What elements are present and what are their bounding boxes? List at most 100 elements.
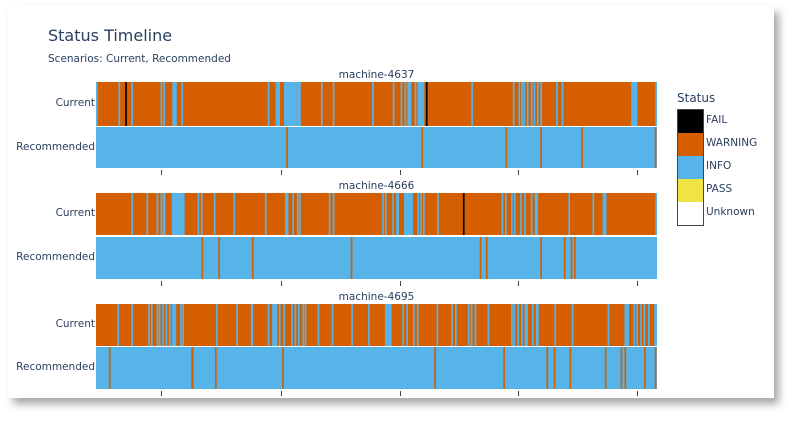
status-segment-warning xyxy=(350,237,353,279)
status-segment-info xyxy=(416,304,419,346)
x-tick xyxy=(161,170,163,175)
status-segment-warning xyxy=(553,347,556,389)
status-segment-info xyxy=(304,304,307,346)
status-segment-warning xyxy=(214,347,217,389)
status-segment-warning xyxy=(201,237,204,279)
status-segment-info xyxy=(501,193,504,235)
legend-label: INFO xyxy=(706,160,732,172)
status-segment-warning xyxy=(421,127,424,168)
legend-swatch-warning xyxy=(678,133,703,156)
status-segment-info xyxy=(406,304,408,346)
status-segment-info xyxy=(524,304,528,346)
status-segment-info xyxy=(285,193,289,235)
status-segment-info xyxy=(648,304,650,346)
timeline-row xyxy=(96,237,657,279)
status-segment-info xyxy=(654,304,657,346)
status-segment-info xyxy=(351,304,353,346)
status-segment-info xyxy=(275,82,281,126)
status-segment-warning xyxy=(503,347,505,389)
status-segment-info xyxy=(640,304,642,346)
status-segment-info xyxy=(412,304,415,346)
status-segment-info xyxy=(474,304,477,346)
x-tick xyxy=(517,391,519,396)
status-segment-info xyxy=(512,82,515,126)
status-segment-info xyxy=(267,304,270,346)
row-label: Current xyxy=(55,97,95,109)
status-segment-warning xyxy=(282,347,284,389)
status-segment-info xyxy=(526,82,529,126)
status-segment-info xyxy=(400,82,403,126)
status-segment-info xyxy=(417,193,420,235)
status-segment-info xyxy=(556,82,558,126)
status-segment-info xyxy=(384,193,387,235)
x-tick xyxy=(161,281,163,286)
status-base-segment xyxy=(96,193,657,235)
status-segment-info xyxy=(504,193,507,235)
status-segment-warning xyxy=(485,237,488,279)
status-segment-info xyxy=(455,304,457,346)
status-segment-warning xyxy=(540,127,542,168)
row-label: Recommended xyxy=(16,361,95,373)
status-segment-warning xyxy=(540,237,542,279)
status-base-segment xyxy=(96,82,657,126)
status-segment-info xyxy=(171,193,185,235)
status-segment-info xyxy=(131,193,134,235)
status-segment-warning xyxy=(573,237,576,279)
status-segment-info xyxy=(182,304,185,346)
status-segment-warning xyxy=(624,347,627,389)
status-segment-warning xyxy=(654,347,657,389)
x-tick xyxy=(517,170,519,175)
legend-label: PASS xyxy=(706,183,733,195)
panel-title: machine-4666 xyxy=(338,180,415,192)
status-segment-info xyxy=(511,193,513,235)
status-segment-warning xyxy=(546,347,549,389)
status-segment-info xyxy=(534,193,539,235)
status-segment-warning xyxy=(570,237,573,279)
status-segment-info xyxy=(536,82,539,126)
status-segment-info xyxy=(568,193,571,235)
status-segment-info xyxy=(467,304,470,346)
status-segment-warning xyxy=(563,237,566,279)
status-base-segment xyxy=(96,347,657,389)
status-segment-info xyxy=(172,82,177,126)
status-segment-info xyxy=(291,304,293,346)
status-segment-info xyxy=(264,193,267,235)
status-segment-warning xyxy=(620,347,623,389)
status-segment-info xyxy=(296,193,299,235)
row-label: Current xyxy=(55,207,95,219)
status-segment-info xyxy=(643,304,646,346)
status-segment-warning xyxy=(604,347,607,389)
status-segment-info xyxy=(267,82,270,126)
legend-label: FAIL xyxy=(706,114,728,126)
status-segment-warning xyxy=(218,237,220,279)
status-segment-info xyxy=(392,82,395,126)
status-segment-info xyxy=(320,82,323,126)
status-segment-info xyxy=(150,304,153,346)
status-segment-info xyxy=(148,304,150,346)
status-segment-info xyxy=(530,193,533,235)
legend-swatch-unknown xyxy=(678,202,703,225)
timeline-row xyxy=(96,193,657,235)
status-segment-info xyxy=(131,82,134,126)
status-segment-warning xyxy=(434,347,436,389)
status-segment-info xyxy=(302,304,305,346)
status-segment-info xyxy=(420,193,422,235)
status-segment-info xyxy=(602,193,607,235)
status-segment-info xyxy=(236,304,238,346)
chart-subtitle: Scenarios: Current, Recommended xyxy=(48,53,231,65)
status-segment-info xyxy=(283,82,297,126)
status-segment-info xyxy=(181,82,183,126)
status-segment-info xyxy=(131,304,134,346)
status-segment-info xyxy=(384,304,392,346)
status-segment-info xyxy=(407,82,412,126)
status-segment-info xyxy=(521,82,523,126)
status-segment-info xyxy=(158,304,161,346)
status-segment-warning xyxy=(581,127,583,168)
status-segment-info xyxy=(487,304,490,346)
x-tick xyxy=(281,281,283,286)
status-segment-warning xyxy=(654,127,657,168)
x-tick xyxy=(400,170,402,175)
status-segment-info xyxy=(631,82,638,126)
chart-title: Status Timeline xyxy=(48,26,173,45)
legend-swatch-pass xyxy=(678,179,703,202)
